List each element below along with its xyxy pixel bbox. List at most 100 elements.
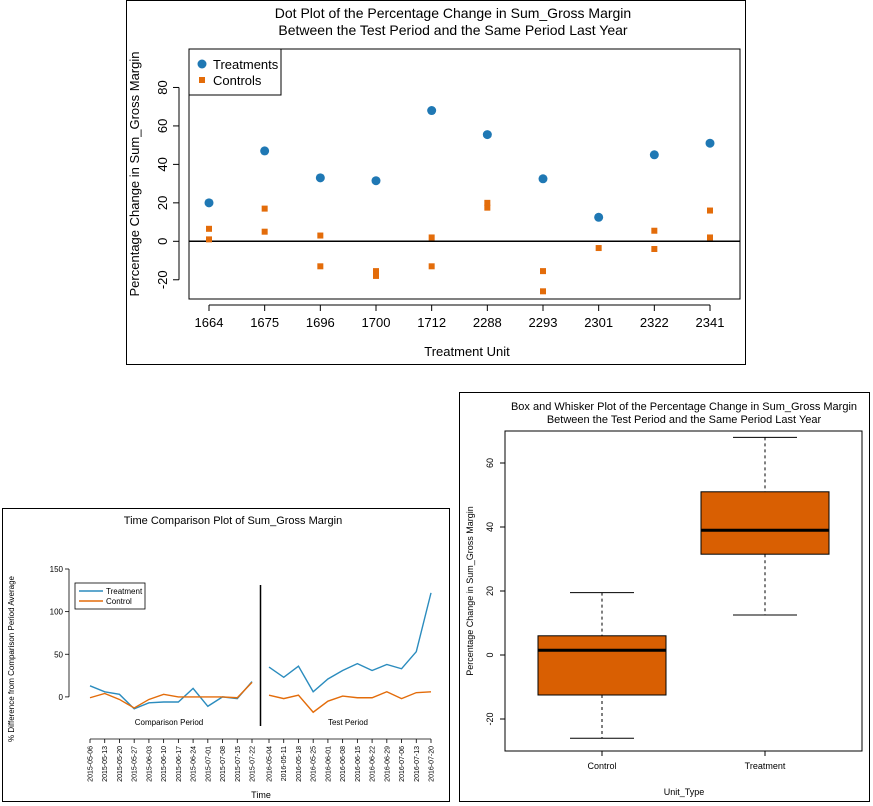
dot-y-tick-label: 0 xyxy=(155,238,170,245)
dot-y-tick-label: -20 xyxy=(155,270,170,289)
dot-x-tick-label: 1696 xyxy=(306,315,335,330)
time-x-tick-label: 2016-05-18 xyxy=(296,746,303,782)
box-plot-y-axis-label: Percentage Change in Sum_Gross Margin xyxy=(465,506,475,676)
dot-x-tick-label: 1664 xyxy=(195,315,224,330)
time-x-tick-label: 2016-05-04 xyxy=(267,746,274,782)
dot-plot-x-axis-label: Treatment Unit xyxy=(424,344,510,359)
time-comparison-chart: Time Comparison Plot of Sum_Gross Margin… xyxy=(7,515,436,800)
control-point xyxy=(651,227,658,234)
dot-plot-panel: Dot Plot of the Percentage Change in Sum… xyxy=(126,0,746,365)
time-x-tick-label: 2016-06-15 xyxy=(355,746,362,782)
line-treatment-segment xyxy=(268,592,432,693)
time-x-tick-label: 2015-06-10 xyxy=(161,746,168,782)
dot-plot-chart: Dot Plot of the Percentage Change in Sum… xyxy=(127,5,741,359)
dot-x-tick-label: 1700 xyxy=(362,315,391,330)
legend-controls-marker xyxy=(199,77,205,83)
dot-y-tick-label: 60 xyxy=(155,119,170,133)
control-point xyxy=(373,268,379,275)
control-point xyxy=(317,232,324,239)
treatment-box xyxy=(700,491,830,555)
time-x-tick-label: 2015-07-08 xyxy=(220,746,227,782)
time-x-tick-label: 2015-07-01 xyxy=(205,746,212,782)
dot-plot-subtitle: Between the Test Period and the Same Per… xyxy=(278,22,628,38)
control-point xyxy=(317,263,324,270)
box-y-tick-label: -20 xyxy=(485,712,495,725)
legend-control-label: Control xyxy=(106,597,132,606)
dot-y-tick-label: 80 xyxy=(155,80,170,94)
dot-y-tick-label: 20 xyxy=(155,196,170,210)
time-plot-test-period-label: Test Period xyxy=(328,718,368,727)
time-y-tick-label: 150 xyxy=(50,565,64,574)
time-x-tick-label: 2016-06-29 xyxy=(384,746,391,782)
time-x-tick-label: 2015-06-03 xyxy=(146,746,153,782)
dot-plot-y-axis-label: Percentage Change in Sum_Gross Margin xyxy=(127,52,142,297)
time-x-tick-label: 2015-05-20 xyxy=(117,746,124,782)
dot-x-tick-label: 2322 xyxy=(640,315,669,330)
treatment-point xyxy=(649,150,659,160)
control-point xyxy=(261,205,268,212)
treatment-point xyxy=(204,198,214,208)
treatment-point xyxy=(538,174,548,184)
control-point xyxy=(707,234,713,241)
legend-treatments-label: Treatments xyxy=(213,57,279,72)
treatment-point xyxy=(482,130,492,140)
line-control-segment xyxy=(89,681,253,709)
time-x-tick-label: 2016-05-11 xyxy=(281,746,288,781)
time-plot-title: Time Comparison Plot of Sum_Gross Margin xyxy=(124,515,342,527)
treatment-point xyxy=(315,173,325,183)
box-y-tick-label: 40 xyxy=(485,522,495,532)
dot-x-tick-label: 1712 xyxy=(417,315,446,330)
control-box xyxy=(537,635,667,696)
time-plot-x-axis-label: Time xyxy=(251,790,271,800)
control-point xyxy=(484,204,491,211)
time-x-tick-label: 2015-07-22 xyxy=(250,746,257,782)
control-point xyxy=(428,234,435,241)
control-point xyxy=(540,288,546,295)
treatment-point xyxy=(705,138,715,148)
treatment-point xyxy=(594,212,604,222)
control-point xyxy=(540,268,546,275)
time-plot-comparison-period-label: Comparison Period xyxy=(135,718,203,727)
legend-treatment-label: Treatment xyxy=(106,587,143,596)
legend-controls-label: Controls xyxy=(213,73,262,88)
box-plot-chart: Box and Whisker Plot of the Percentage C… xyxy=(465,401,863,797)
time-x-tick-label: 2015-05-13 xyxy=(102,746,109,782)
box-plot-title: Box and Whisker Plot of the Percentage C… xyxy=(511,401,857,413)
time-x-tick-label: 2015-05-27 xyxy=(132,746,139,782)
time-x-tick-label: 2016-05-25 xyxy=(311,746,318,782)
control-point xyxy=(261,228,268,235)
control-point xyxy=(484,199,491,206)
control-point xyxy=(651,246,658,252)
time-y-tick-label: 100 xyxy=(50,608,64,617)
dot-x-tick-label: 2301 xyxy=(584,315,613,330)
box-plot-x-axis-label: Unit_Type xyxy=(664,787,705,797)
time-x-tick-label: 2015-07-15 xyxy=(235,746,242,782)
time-comparison-panel: Time Comparison Plot of Sum_Gross Margin… xyxy=(2,508,450,802)
line-control-segment xyxy=(268,691,432,714)
control-point xyxy=(707,207,713,214)
control-point xyxy=(206,225,212,232)
time-x-tick-label: 2016-06-22 xyxy=(370,746,377,782)
dot-plot-area xyxy=(188,48,741,300)
time-y-tick-label: 0 xyxy=(59,693,64,702)
box-plot-subtitle: Between the Test Period and the Same Per… xyxy=(547,414,822,426)
time-x-tick-label: 2016-07-13 xyxy=(414,746,421,782)
dot-plot-legend: Treatments Controls xyxy=(188,48,282,96)
time-x-tick-label: 2015-05-06 xyxy=(88,746,95,782)
dot-x-tick-label: 1675 xyxy=(250,315,279,330)
treatment-point xyxy=(371,176,381,186)
dot-x-tick-label: 2288 xyxy=(473,315,502,330)
control-point xyxy=(206,236,212,243)
box-x-tick-label: Treatment xyxy=(745,761,786,771)
box-x-tick-label: Control xyxy=(587,761,616,771)
box-y-tick-label: 0 xyxy=(485,652,495,657)
time-plot-legend: Treatment Control xyxy=(74,582,146,610)
control-point xyxy=(595,245,602,252)
box-y-tick-label: 60 xyxy=(485,458,495,468)
time-x-tick-label: 2015-06-24 xyxy=(191,746,198,782)
box-plot-panel: Box and Whisker Plot of the Percentage C… xyxy=(459,392,870,802)
time-x-tick-label: 2015-06-17 xyxy=(176,746,183,782)
dot-plot-title: Dot Plot of the Percentage Change in Sum… xyxy=(275,5,631,21)
dot-x-tick-label: 2293 xyxy=(529,315,558,330)
treatment-point xyxy=(260,146,270,156)
